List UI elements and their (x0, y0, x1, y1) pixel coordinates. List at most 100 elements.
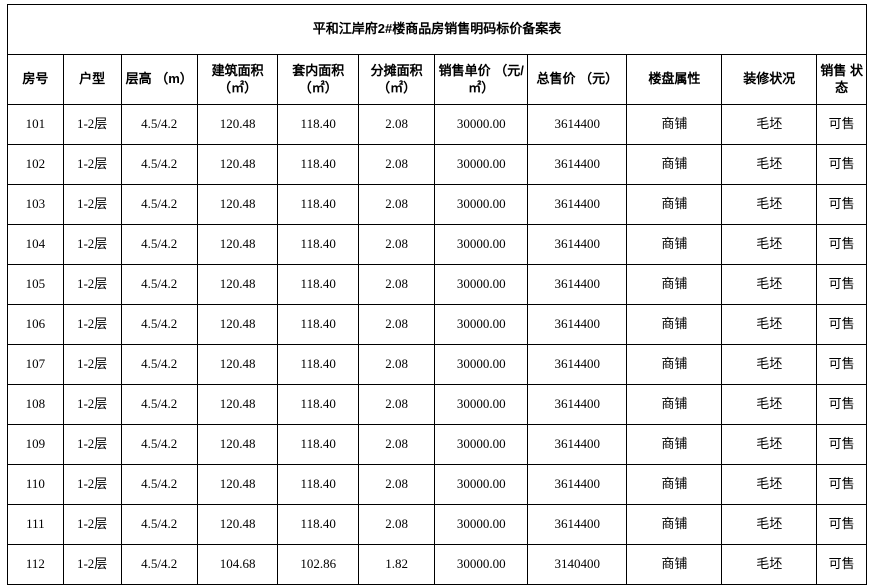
header-row: 房号 户型 层高 （m） 建筑面积 （㎡） 套内面积 （㎡） 分摊面积 （㎡） … (8, 55, 867, 105)
cell: 毛坯 (722, 345, 817, 385)
cell: 104 (8, 225, 64, 265)
cell: 商铺 (627, 545, 722, 585)
cell: 可售 (817, 385, 867, 425)
cell: 毛坯 (722, 145, 817, 185)
table-row: 1051-2层4.5/4.2120.48118.402.0830000.0036… (8, 265, 867, 305)
cell: 118.40 (278, 385, 359, 425)
cell: 107 (8, 345, 64, 385)
cell: 商铺 (627, 465, 722, 505)
cell: 可售 (817, 425, 867, 465)
cell: 2.08 (358, 425, 434, 465)
cell: 商铺 (627, 105, 722, 145)
cell: 毛坯 (722, 225, 817, 265)
table-title: 平和江岸府2#楼商品房销售明码标价备案表 (8, 5, 867, 55)
table-row: 1081-2层4.5/4.2120.48118.402.0830000.0036… (8, 385, 867, 425)
cell: 120.48 (197, 105, 278, 145)
col-inner: 套内面积 （㎡） (278, 55, 359, 105)
col-total: 总售价 （元） (528, 55, 627, 105)
cell: 可售 (817, 185, 867, 225)
col-room: 房号 (8, 55, 64, 105)
cell: 109 (8, 425, 64, 465)
col-status: 销售 状态 (817, 55, 867, 105)
cell: 2.08 (358, 505, 434, 545)
cell: 毛坯 (722, 105, 817, 145)
col-shared: 分摊面积 （㎡） (358, 55, 434, 105)
table-row: 1031-2层4.5/4.2120.48118.402.0830000.0036… (8, 185, 867, 225)
cell: 3614400 (528, 385, 627, 425)
cell: 可售 (817, 345, 867, 385)
cell: 118.40 (278, 225, 359, 265)
cell: 毛坯 (722, 305, 817, 345)
cell: 118.40 (278, 265, 359, 305)
col-finish: 装修状况 (722, 55, 817, 105)
cell: 商铺 (627, 425, 722, 465)
cell: 1-2层 (63, 345, 121, 385)
cell: 3614400 (528, 425, 627, 465)
cell: 商铺 (627, 305, 722, 345)
cell: 120.48 (197, 145, 278, 185)
cell: 2.08 (358, 225, 434, 265)
cell: 商铺 (627, 265, 722, 305)
cell: 商铺 (627, 385, 722, 425)
cell: 4.5/4.2 (121, 545, 197, 585)
col-gross: 建筑面积 （㎡） (197, 55, 278, 105)
cell: 商铺 (627, 145, 722, 185)
cell: 1-2层 (63, 225, 121, 265)
cell: 商铺 (627, 505, 722, 545)
cell: 120.48 (197, 185, 278, 225)
cell: 可售 (817, 545, 867, 585)
cell: 30000.00 (435, 345, 528, 385)
cell: 2.08 (358, 385, 434, 425)
cell: 4.5/4.2 (121, 385, 197, 425)
cell: 30000.00 (435, 305, 528, 345)
cell: 1-2层 (63, 465, 121, 505)
cell: 118.40 (278, 425, 359, 465)
cell: 118.40 (278, 345, 359, 385)
table-row: 1041-2层4.5/4.2120.48118.402.0830000.0036… (8, 225, 867, 265)
cell: 30000.00 (435, 425, 528, 465)
cell: 1-2层 (63, 305, 121, 345)
cell: 2.08 (358, 345, 434, 385)
cell: 2.08 (358, 465, 434, 505)
cell: 可售 (817, 305, 867, 345)
cell: 商铺 (627, 345, 722, 385)
cell: 105 (8, 265, 64, 305)
cell: 111 (8, 505, 64, 545)
cell: 30000.00 (435, 105, 528, 145)
cell: 可售 (817, 465, 867, 505)
cell: 118.40 (278, 305, 359, 345)
cell: 4.5/4.2 (121, 265, 197, 305)
cell: 3614400 (528, 505, 627, 545)
cell: 118.40 (278, 145, 359, 185)
cell: 118.40 (278, 105, 359, 145)
cell: 118.40 (278, 505, 359, 545)
cell: 4.5/4.2 (121, 145, 197, 185)
cell: 3614400 (528, 345, 627, 385)
cell: 30000.00 (435, 545, 528, 585)
cell: 3614400 (528, 465, 627, 505)
cell: 3140400 (528, 545, 627, 585)
cell: 4.5/4.2 (121, 505, 197, 545)
cell: 可售 (817, 265, 867, 305)
cell: 可售 (817, 145, 867, 185)
cell: 30000.00 (435, 225, 528, 265)
cell: 106 (8, 305, 64, 345)
cell: 1-2层 (63, 545, 121, 585)
cell: 30000.00 (435, 505, 528, 545)
cell: 30000.00 (435, 385, 528, 425)
cell: 1-2层 (63, 145, 121, 185)
cell: 3614400 (528, 105, 627, 145)
cell: 101 (8, 105, 64, 145)
table-row: 1111-2层4.5/4.2120.48118.402.0830000.0036… (8, 505, 867, 545)
cell: 120.48 (197, 465, 278, 505)
table-row: 1061-2层4.5/4.2120.48118.402.0830000.0036… (8, 305, 867, 345)
cell: 30000.00 (435, 265, 528, 305)
cell: 4.5/4.2 (121, 225, 197, 265)
cell: 4.5/4.2 (121, 425, 197, 465)
cell: 103 (8, 185, 64, 225)
table-row: 1021-2层4.5/4.2120.48118.402.0830000.0036… (8, 145, 867, 185)
cell: 1-2层 (63, 505, 121, 545)
cell: 2.08 (358, 185, 434, 225)
cell: 商铺 (627, 185, 722, 225)
cell: 1.82 (358, 545, 434, 585)
